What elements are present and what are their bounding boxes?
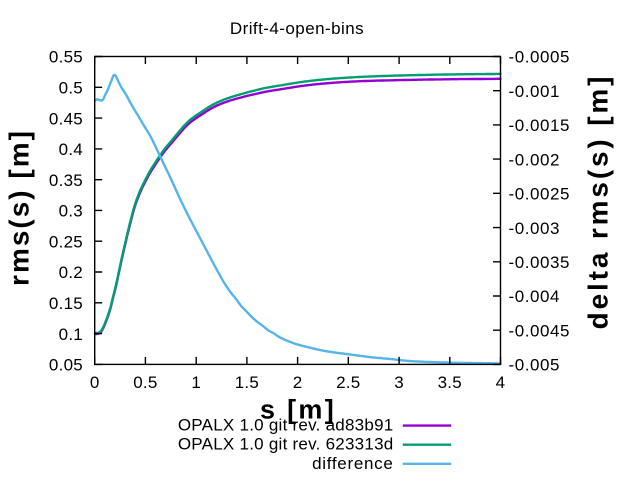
svg-text:0.4: 0.4 — [59, 140, 83, 159]
svg-text:3: 3 — [394, 373, 404, 392]
svg-text:-0.003: -0.003 — [509, 219, 561, 238]
svg-text:delta rms(s) [m]: delta rms(s) [m] — [583, 74, 614, 330]
svg-text:0.2: 0.2 — [59, 263, 83, 282]
svg-text:rms(s) [m]: rms(s) [m] — [4, 129, 35, 286]
svg-text:Drift-4-open-bins: Drift-4-open-bins — [230, 19, 364, 38]
svg-text:3.5: 3.5 — [438, 373, 462, 392]
svg-text:0.45: 0.45 — [49, 109, 83, 128]
svg-text:-0.002: -0.002 — [509, 150, 561, 169]
svg-text:difference: difference — [312, 454, 393, 473]
svg-text:-0.0015: -0.0015 — [509, 116, 571, 135]
svg-text:0.25: 0.25 — [49, 232, 83, 251]
svg-text:-0.005: -0.005 — [509, 356, 561, 375]
svg-text:0.5: 0.5 — [133, 373, 157, 392]
svg-text:1: 1 — [191, 373, 201, 392]
svg-text:-0.0045: -0.0045 — [509, 321, 571, 340]
svg-text:0.5: 0.5 — [59, 79, 83, 98]
svg-text:OPALX 1.0 git rev. ad83b91: OPALX 1.0 git rev. ad83b91 — [178, 416, 394, 435]
svg-text:0.15: 0.15 — [49, 294, 83, 313]
svg-text:1.5: 1.5 — [235, 373, 259, 392]
svg-text:2: 2 — [293, 373, 303, 392]
svg-text:0.55: 0.55 — [49, 48, 83, 67]
svg-text:0: 0 — [90, 373, 100, 392]
svg-text:s [m]: s [m] — [260, 395, 336, 425]
svg-text:0.05: 0.05 — [49, 356, 83, 375]
svg-text:0.35: 0.35 — [49, 171, 83, 190]
svg-text:2.5: 2.5 — [336, 373, 360, 392]
svg-text:-0.0005: -0.0005 — [509, 48, 571, 67]
svg-text:0.1: 0.1 — [59, 325, 83, 344]
svg-text:4: 4 — [496, 373, 506, 392]
svg-text:OPALX 1.0 git rev. 623313d: OPALX 1.0 git rev. 623313d — [178, 435, 394, 454]
svg-text:-0.004: -0.004 — [509, 287, 561, 306]
svg-text:-0.0025: -0.0025 — [509, 185, 571, 204]
svg-text:0.3: 0.3 — [59, 202, 83, 221]
svg-text:-0.0035: -0.0035 — [509, 253, 571, 272]
svg-text:-0.001: -0.001 — [509, 82, 561, 101]
